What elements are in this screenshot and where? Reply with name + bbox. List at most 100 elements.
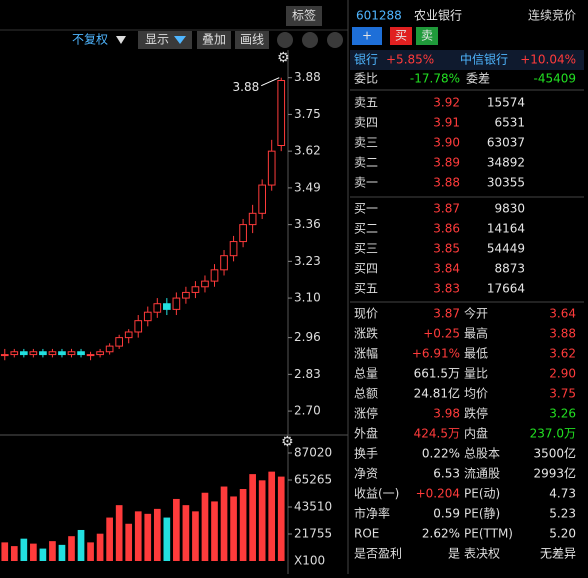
- book-label: 买一: [354, 202, 378, 216]
- book-price: 3.91: [433, 116, 460, 130]
- overlay-label[interactable]: 叠加: [202, 33, 226, 47]
- y-tick-label: 3.23: [294, 254, 321, 268]
- stat-value: 6.53: [433, 467, 460, 481]
- y-tick-label: 3.75: [294, 107, 321, 121]
- book-price: 3.89: [433, 156, 460, 170]
- book-label: 买四: [354, 262, 378, 276]
- stat-label: 市净率: [354, 506, 390, 521]
- annotation-line: [261, 77, 280, 87]
- sector-row: [350, 50, 584, 70]
- dropdown-arrow: [174, 36, 186, 44]
- book-volume: 17664: [487, 282, 525, 296]
- sell-label[interactable]: 卖: [421, 29, 433, 43]
- add-button[interactable]: [352, 27, 382, 45]
- zoom-out-icon[interactable]: [327, 32, 343, 48]
- settings-icon[interactable]: ⚙: [277, 50, 290, 66]
- stat-label: 换手: [354, 447, 378, 461]
- stat-value: 是: [448, 547, 460, 561]
- stat-value: 3500亿: [533, 446, 576, 461]
- stat-value: 2.90: [549, 367, 576, 381]
- stat-label: 表决权: [464, 547, 500, 561]
- book-price: 3.84: [433, 262, 460, 276]
- y-tick-label: 3.62: [294, 144, 321, 158]
- zoom-in-icon[interactable]: [302, 32, 318, 48]
- volume-bar: [49, 541, 56, 561]
- stat-value: +0.204: [416, 487, 460, 501]
- candle-body: [115, 337, 124, 347]
- candle-body: [153, 303, 162, 313]
- stat-label: PE(动): [464, 487, 500, 501]
- stat-value: 5.23: [549, 507, 576, 521]
- overlay-button[interactable]: [197, 31, 231, 49]
- leader-name[interactable]: 中信银行: [460, 52, 508, 67]
- settings-icon[interactable]: ⚙: [281, 434, 294, 450]
- stat-value: 3.87: [433, 307, 460, 321]
- volume-bar: [87, 542, 94, 561]
- book-volume: 15574: [487, 96, 525, 110]
- stat-label: ROE: [354, 527, 379, 541]
- buy-label[interactable]: 买: [395, 29, 407, 43]
- candle-body: [58, 351, 66, 356]
- volume-bar: [134, 511, 142, 561]
- show-button[interactable]: [138, 31, 192, 49]
- volume-bar: [39, 548, 47, 561]
- stat-label: 流通股: [464, 467, 500, 481]
- stat-label: 跌停: [464, 406, 488, 421]
- book-label: 买三: [354, 242, 378, 256]
- stat-value: +0.25: [423, 327, 460, 341]
- book-label: 卖五: [354, 96, 378, 110]
- sector-name[interactable]: 银行: [354, 53, 378, 67]
- book-volume: 34892: [487, 156, 525, 170]
- volume-bar: [125, 523, 133, 561]
- volume-bar: [201, 492, 209, 561]
- candle-body: [86, 354, 95, 357]
- stat-value: 4.73: [549, 487, 576, 501]
- book-volume: 8873: [494, 262, 525, 276]
- stat-value: 237.0万: [530, 427, 576, 441]
- buy-button[interactable]: [390, 27, 412, 45]
- volume-bar: [153, 508, 161, 561]
- leader-change: +10.04%: [520, 53, 576, 67]
- volume-bar: [20, 538, 28, 561]
- book-volume: 9830: [494, 202, 525, 216]
- candle-body: [10, 351, 19, 356]
- book-volume: 30355: [487, 176, 525, 190]
- volume-bar: [258, 480, 266, 561]
- candle-body: [258, 184, 267, 214]
- draw-label[interactable]: 画线: [240, 33, 264, 47]
- stat-label: 量比: [464, 367, 488, 381]
- candle-body: [172, 297, 181, 310]
- candle-body: [124, 331, 133, 339]
- tag-label[interactable]: 标签: [292, 8, 316, 23]
- volume-bar: [1, 542, 9, 561]
- book-label: 买二: [354, 222, 378, 236]
- refresh-icon[interactable]: [277, 32, 293, 48]
- draw-button[interactable]: [235, 31, 269, 49]
- volume-bar: [163, 517, 171, 561]
- sell-button[interactable]: [416, 27, 438, 45]
- candle-body: [182, 291, 190, 299]
- stat-label: 最高: [464, 326, 488, 341]
- candle-body: [277, 80, 286, 146]
- stat-value: 3.88: [549, 327, 576, 341]
- add-label[interactable]: +: [362, 29, 372, 43]
- volume-bar: [106, 517, 113, 561]
- show-label[interactable]: 显示: [145, 33, 169, 47]
- candle-body: [239, 224, 247, 243]
- fq-select[interactable]: 不复权: [72, 33, 108, 47]
- ratio-value: -17.78%: [410, 72, 460, 86]
- tag-tab[interactable]: [286, 6, 322, 26]
- stat-label: 均价: [464, 387, 488, 401]
- candle-body: [267, 150, 276, 186]
- volume-bar: [211, 501, 218, 561]
- book-price: 3.86: [433, 222, 460, 236]
- volume-bar: [182, 505, 190, 561]
- volume-bar: [68, 536, 75, 561]
- volume-bar: [249, 474, 256, 561]
- candle-body: [19, 351, 28, 356]
- status: 连续竞价: [528, 8, 576, 23]
- ratio-label: 委比: [354, 72, 378, 86]
- stat-label: 总股本: [464, 447, 500, 461]
- stat-value: 3.62: [549, 347, 576, 361]
